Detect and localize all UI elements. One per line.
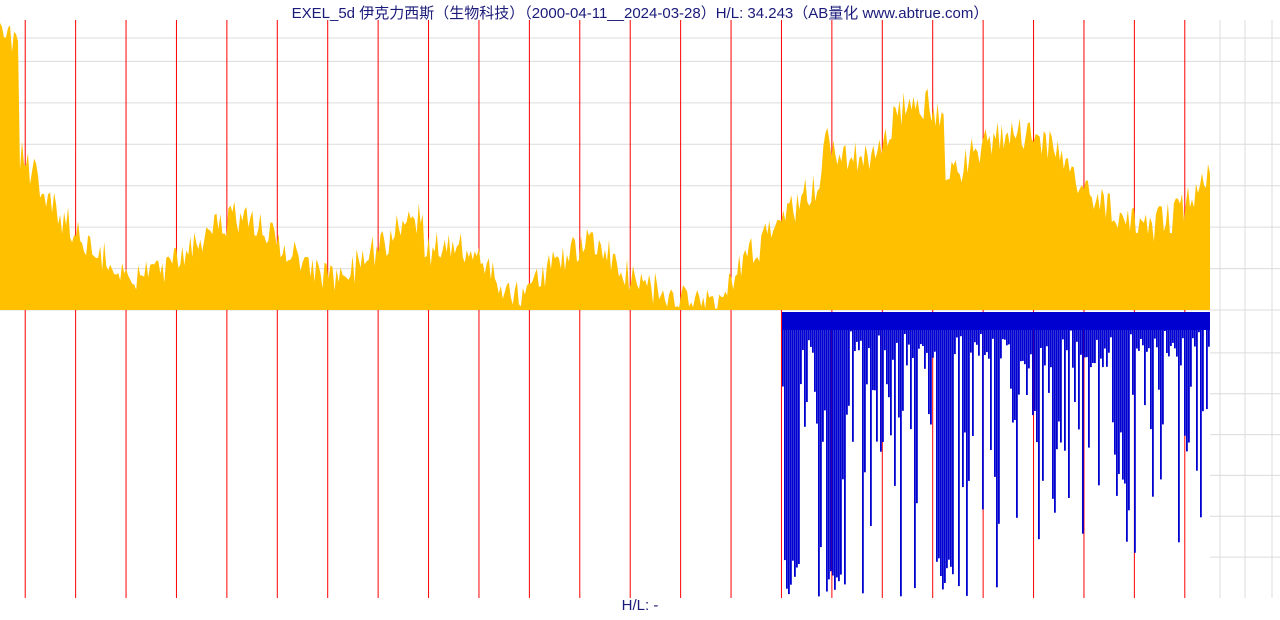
chart-footer: H/L: -	[0, 597, 1280, 614]
chart-plot	[0, 20, 1280, 598]
